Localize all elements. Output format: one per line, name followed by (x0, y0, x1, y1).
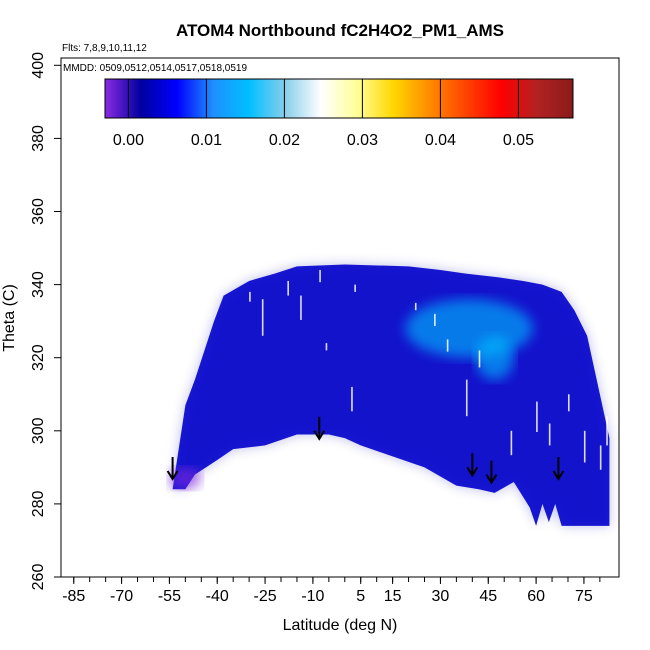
speckle (414, 302, 417, 311)
speckle (287, 280, 289, 296)
plot-frame (60, 57, 620, 578)
speckle (351, 386, 353, 412)
flight-markers (166, 416, 565, 485)
speckle (325, 343, 328, 351)
colorbar-tick-label: 0.04 (425, 132, 456, 149)
speckle (446, 339, 449, 352)
y-tick-label: 300 (30, 417, 47, 444)
chart-title: ATOM4 Northbound fC2H4O2_PM1_AMS (176, 21, 504, 40)
marker-arrow-head (552, 470, 565, 481)
x-tick-label: 45 (479, 588, 497, 605)
x-tick-label: 60 (527, 588, 545, 605)
missing-data-speckles (249, 269, 608, 470)
y-axis-label: Theta (C) (1, 284, 18, 352)
speckle (510, 430, 513, 456)
marker-arrow-head (485, 474, 498, 485)
x-tick-label: 75 (575, 588, 593, 605)
x-tick-label: 15 (384, 588, 402, 605)
y-tick-label: 280 (30, 490, 47, 517)
x-tick-label: -85 (62, 588, 85, 605)
speckle (261, 299, 264, 336)
colorbar: 0.00 0.01 0.02 0.03 0.04 0.05 (104, 78, 574, 149)
marker-arrow-head (466, 466, 479, 478)
colorbar-ticks: 0.00 0.01 0.02 0.03 0.04 0.05 (113, 79, 534, 149)
dates-note: MMDD: 0509,0512,0514,0517,0518,0519 (63, 63, 247, 74)
colorbar-tick-label: 0.01 (191, 132, 222, 149)
heatmap-field (169, 264, 610, 526)
field-highlight (475, 335, 514, 380)
marker-arrow-head (313, 430, 326, 441)
flights-note: Flts: 7,8,9,10,11,12 (62, 43, 147, 54)
x-tick-label: 5 (356, 588, 365, 605)
y-tick-label: 360 (30, 198, 47, 225)
y-tick-label: 320 (30, 344, 47, 371)
colorbar-tick-label: 0.02 (269, 132, 300, 149)
speckle (354, 284, 356, 292)
speckle (300, 295, 302, 320)
speckle (465, 379, 468, 417)
marker-arrow-head (166, 470, 179, 481)
x-axis: -85 -70 -55 -40 -25 -10 5 15 30 45 60 75 (62, 577, 601, 605)
speckle (536, 401, 538, 433)
speckle (478, 350, 481, 368)
y-tick-label: 260 (30, 564, 47, 591)
speckle (583, 430, 586, 463)
speckle (548, 423, 551, 446)
y-axis: 260 280 300 320 340 360 380 400 (30, 52, 61, 590)
x-tick-label: -25 (254, 588, 277, 605)
colorbar-tick-label: 0.00 (113, 132, 144, 149)
speckle (606, 416, 608, 446)
speckle (249, 291, 251, 302)
y-tick-label: 380 (30, 125, 47, 152)
field-highlight (405, 299, 533, 358)
colorbar-tick-label: 0.05 (503, 132, 534, 149)
colorbar-bar (104, 78, 574, 119)
x-tick-label: -55 (158, 588, 181, 605)
speckle (599, 445, 602, 470)
speckle (434, 313, 436, 327)
colorbar-tick-label: 0.03 (347, 132, 378, 149)
y-tick-label: 340 (30, 271, 47, 298)
speckle (567, 394, 570, 412)
y-tick-label: 400 (30, 52, 47, 79)
x-tick-label: -40 (206, 588, 229, 605)
x-tick-label: -70 (110, 588, 133, 605)
x-tick-label: -10 (301, 588, 324, 605)
field-shading (172, 264, 610, 526)
speckle (319, 269, 321, 283)
x-axis-label: Latitude (deg N) (283, 617, 398, 634)
x-tick-label: 30 (432, 588, 450, 605)
